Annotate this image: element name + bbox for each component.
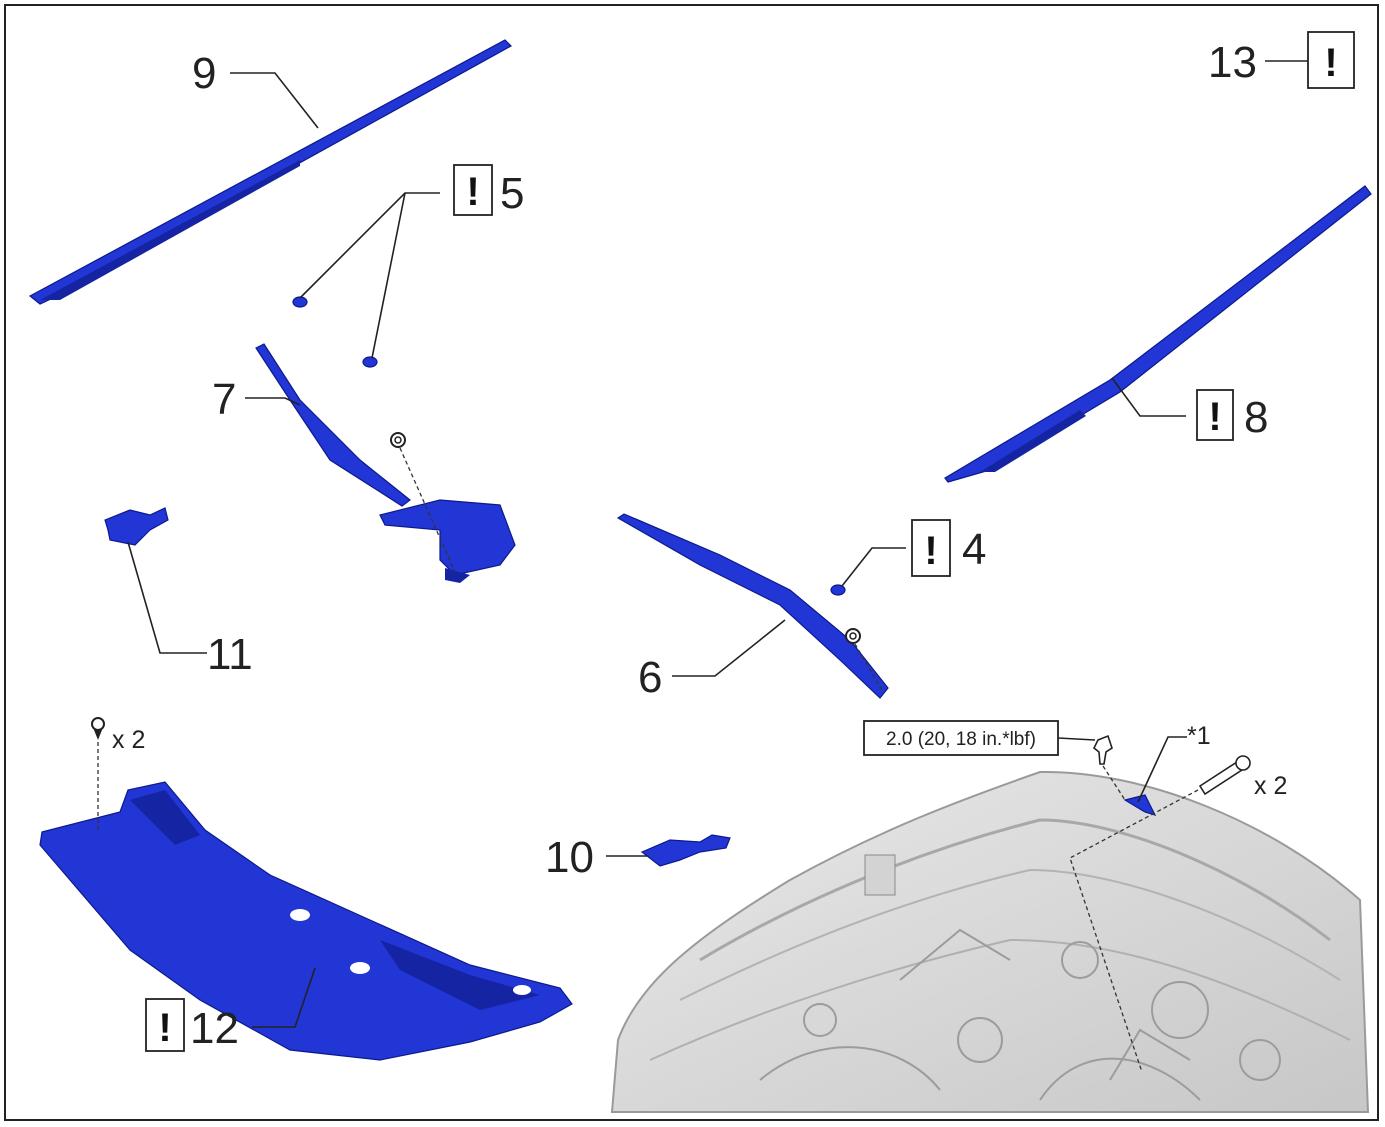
callout-12: 12 [190, 1004, 239, 1053]
callout-13: 13 [1208, 38, 1257, 87]
warning-icon: ! [924, 529, 937, 573]
part-7 [255, 343, 516, 583]
warning-icon: ! [1324, 41, 1337, 85]
warning-icon [145, 998, 185, 1052]
part-6 [616, 513, 889, 699]
warning-icon [1307, 31, 1355, 89]
part-9 [28, 39, 512, 305]
part-12 [39, 781, 573, 1061]
callout-6: 6 [638, 653, 662, 702]
nut-icon [845, 628, 861, 644]
callout-8: 8 [1244, 393, 1268, 442]
quantity-label-12: x 2 [112, 726, 145, 754]
warning-icon [911, 519, 951, 577]
callout-7: 7 [212, 375, 236, 424]
warning-icon: ! [466, 170, 479, 214]
callout-11: 11 [207, 630, 253, 679]
quantity-label-bolt: x 2 [1254, 772, 1287, 800]
torque-spec: 2.0 (20, 18 in.*lbf) [886, 729, 1036, 750]
part-8 [944, 185, 1372, 483]
torque-spec-box [863, 720, 1059, 756]
ref-mark-1: *1 [1187, 722, 1211, 750]
warning-icon [1196, 389, 1234, 441]
bolt-icon [1198, 755, 1251, 796]
clip-icon [292, 296, 378, 368]
warning-icon: ! [158, 1006, 171, 1050]
engine-bay-illustration [610, 770, 1370, 1113]
warning-icon: ! [1208, 395, 1221, 439]
clip-icon [91, 717, 105, 740]
warning-icon [453, 164, 493, 216]
callout-5: 5 [500, 169, 524, 218]
callout-4: 4 [962, 525, 986, 574]
part-10 [640, 834, 731, 867]
bolt-icon [1092, 734, 1113, 765]
callout-9: 9 [192, 49, 216, 98]
part-ref-1 [1123, 794, 1157, 816]
nut-icon [390, 432, 406, 448]
part-11 [104, 507, 169, 546]
clip-icon [830, 584, 846, 596]
callout-10: 10 [545, 833, 594, 882]
